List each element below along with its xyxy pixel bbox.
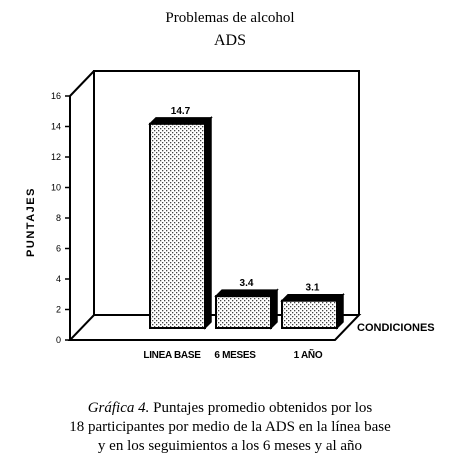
data-labels: 14.7 3.4 3.1 — [171, 106, 320, 294]
y-tick-label: 4 — [56, 274, 61, 284]
x-tick-label: LINEA BASE — [143, 350, 201, 361]
bars — [148, 116, 345, 330]
bar-chart: 0 2 4 6 8 10 12 14 16 14.7 3.4 3.1 LINEA BASE 6 MES… — [25, 70, 435, 361]
y-tick-label: 2 — [56, 305, 61, 315]
x-axis-categories: LINEA BASE 6 MESES 1 AÑO — [143, 348, 323, 361]
caption-line-2: 18 participantes por medio de la ADS en … — [69, 419, 391, 435]
caption-text-1: Puntajes promedio obtenidos por los — [149, 400, 373, 416]
y-axis-ticks: 0 2 4 6 8 10 12 14 16 — [51, 91, 70, 345]
x-tick-label: 6 MESES — [214, 350, 256, 361]
caption-line-3: y en los seguimientos a los 6 meses y al… — [97, 438, 363, 454]
bar-front — [149, 122, 206, 329]
data-label: 3.4 — [240, 278, 254, 289]
chart-title: Problemas de alcohol — [165, 10, 295, 26]
bar — [148, 116, 213, 330]
y-tick-label: 12 — [51, 152, 61, 162]
chart-subtitle: ADS — [213, 32, 246, 49]
back-wall — [93, 70, 360, 315]
bar-front — [215, 295, 272, 329]
y-tick-label: 10 — [51, 183, 61, 193]
bar-front — [281, 299, 338, 330]
side-top-edge — [69, 70, 95, 97]
bar — [214, 288, 279, 330]
x-tick-label: 1 AÑO — [294, 348, 323, 361]
data-label: 3.1 — [306, 283, 320, 294]
y-tick-label: 0 — [56, 335, 61, 345]
floor — [67, 314, 362, 341]
x-axis-label: CONDICIONES — [357, 322, 435, 334]
y-tick-label: 14 — [51, 122, 61, 132]
y-axis-label: PUNTAJES — [25, 187, 37, 257]
y-tick-label: 8 — [56, 213, 61, 223]
caption-figure-label: Gráfica 4. — [87, 400, 150, 416]
y-tick-label: 6 — [56, 244, 61, 254]
bar — [280, 292, 345, 330]
caption-line-1: Gráfica 4. Puntajes promedio obtenidos p… — [0, 399, 460, 418]
y-tick-label: 16 — [51, 91, 61, 101]
data-label: 14.7 — [171, 106, 191, 117]
